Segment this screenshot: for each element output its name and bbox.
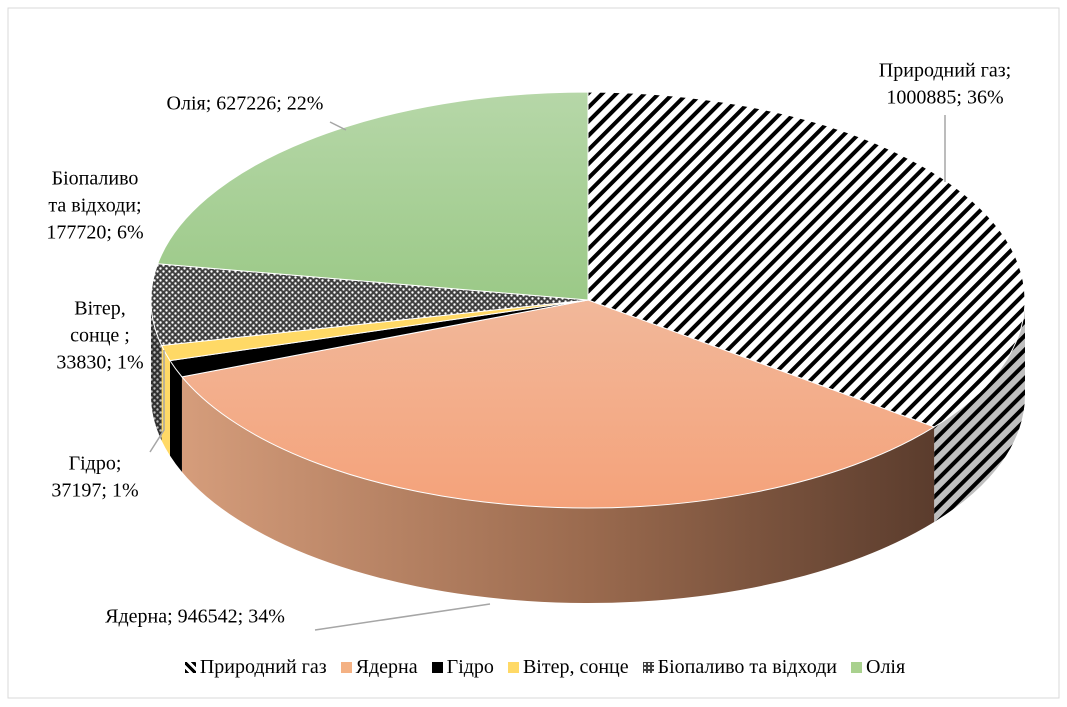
data-label: Олія; 627226; 22% [167, 93, 324, 115]
legend-label: Біопаливо та відходи [657, 656, 837, 678]
legend-item: Олія [851, 656, 905, 679]
slice-side [181, 376, 935, 603]
legend-swatch [340, 662, 352, 673]
legend-item: Біопаливо та відходи [642, 656, 837, 679]
legend-swatch [184, 662, 196, 673]
legend-item: Ядерна [340, 656, 418, 679]
slice [150, 263, 589, 347]
data-label: 1000885; 36% [886, 87, 1003, 109]
data-label: Гідро; [69, 453, 122, 475]
slice [156, 91, 589, 301]
legend-label: Олія [866, 656, 906, 678]
data-label: 37197; 1% [51, 480, 138, 502]
slice-side-shade [934, 300, 1025, 522]
legend-item: Гідро [431, 656, 494, 679]
slice-side [161, 345, 170, 456]
legend-item: Природний газ [184, 656, 327, 679]
legend-item: Вітер, сонце [507, 656, 629, 679]
slice-side-shade [151, 300, 162, 441]
slice-side [151, 300, 162, 441]
data-label: Природний газ; [879, 60, 1011, 82]
leader-line [329, 121, 347, 131]
frame [7, 7, 1060, 699]
data-label: 33830; 1% [56, 352, 143, 374]
legend: Природний газ Ядерна Гідро Вітер, сонце Біоп… [60, 656, 1030, 679]
data-label: Вітер, [74, 298, 126, 320]
data-label: Біопаливо [52, 168, 139, 190]
slice-side [934, 300, 1025, 522]
legend-swatch [507, 662, 519, 673]
legend-swatch [851, 662, 862, 673]
leader-line [149, 350, 165, 453]
legend-swatch [431, 662, 443, 673]
legend-label: Природний газ [199, 656, 327, 678]
legend-label: Вітер, сонце [522, 656, 629, 678]
data-label: 177720; 6% [46, 222, 143, 244]
slice [587, 91, 1026, 428]
slice [181, 299, 936, 509]
legend-label: Ядерна [355, 656, 418, 678]
data-label: сонце ; [70, 325, 130, 347]
legend-swatch [642, 662, 654, 673]
slice-side [169, 360, 182, 472]
data-label: та відходи; [48, 195, 141, 217]
leader-line [314, 603, 491, 631]
data-label: Ядерна; 946542; 34% [105, 606, 285, 628]
legend-label: Гідро [446, 656, 494, 678]
